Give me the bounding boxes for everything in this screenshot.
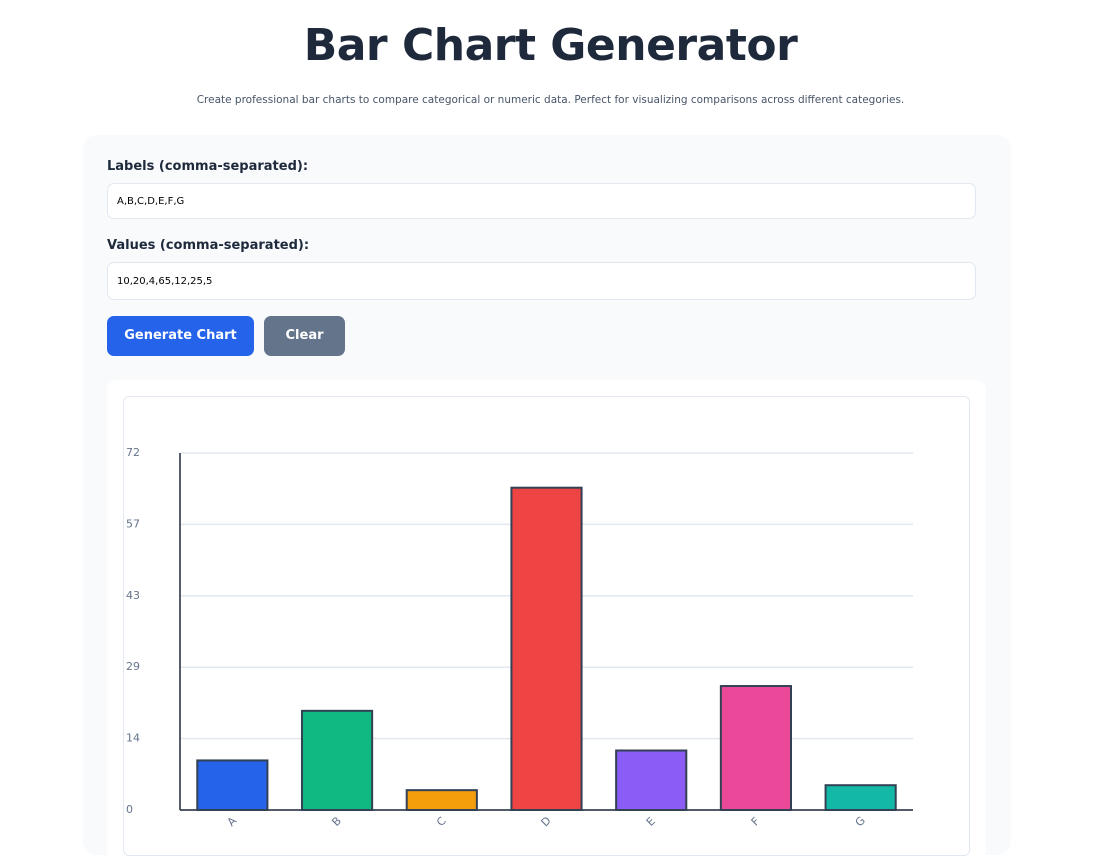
x-tick-label: A bbox=[225, 814, 240, 829]
y-tick-label: 72 bbox=[126, 446, 140, 459]
y-tick-label: 43 bbox=[126, 589, 140, 602]
y-tick-label: 0 bbox=[126, 803, 133, 816]
page: Bar Chart Generator Create professional … bbox=[107, 20, 976, 856]
bar bbox=[300, 709, 374, 812]
bar bbox=[719, 685, 793, 811]
bar bbox=[405, 789, 478, 811]
labels-input[interactable]: A,B,C,D,E,F,G bbox=[107, 183, 976, 219]
x-tick-label: D bbox=[539, 814, 554, 829]
values-label: Values (comma-separated): bbox=[107, 238, 310, 253]
clear-button[interactable]: Clear bbox=[264, 316, 345, 356]
labels-label: Labels (comma-separated): bbox=[107, 159, 309, 174]
x-tick-label: B bbox=[329, 814, 344, 829]
y-tick-label: 57 bbox=[126, 517, 140, 530]
page-subtitle: Create professional bar charts to compar… bbox=[196, 94, 905, 106]
x-tick-label: E bbox=[644, 815, 658, 829]
chart: 0 14 29 43 57 72 A B C D E F G bbox=[126, 446, 913, 829]
page-title: Bar Chart Generator bbox=[303, 20, 798, 71]
bar bbox=[510, 486, 583, 811]
x-tick-label: F bbox=[749, 815, 763, 829]
x-tick-label: C bbox=[434, 814, 449, 829]
y-tick-label: 14 bbox=[126, 732, 140, 745]
x-tick-label: G bbox=[853, 814, 868, 829]
bar bbox=[196, 759, 269, 811]
generate-button[interactable]: Generate Chart bbox=[107, 316, 254, 356]
values-input[interactable]: 10,20,4,65,12,25,5 bbox=[107, 262, 976, 300]
bar bbox=[615, 749, 688, 811]
y-tick-label: 29 bbox=[126, 660, 140, 673]
bar bbox=[824, 784, 897, 812]
